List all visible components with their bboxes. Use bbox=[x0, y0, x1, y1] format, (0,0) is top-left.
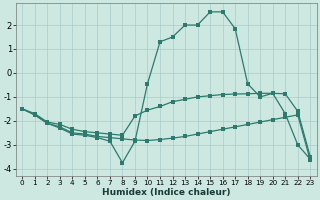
X-axis label: Humidex (Indice chaleur): Humidex (Indice chaleur) bbox=[102, 188, 230, 197]
